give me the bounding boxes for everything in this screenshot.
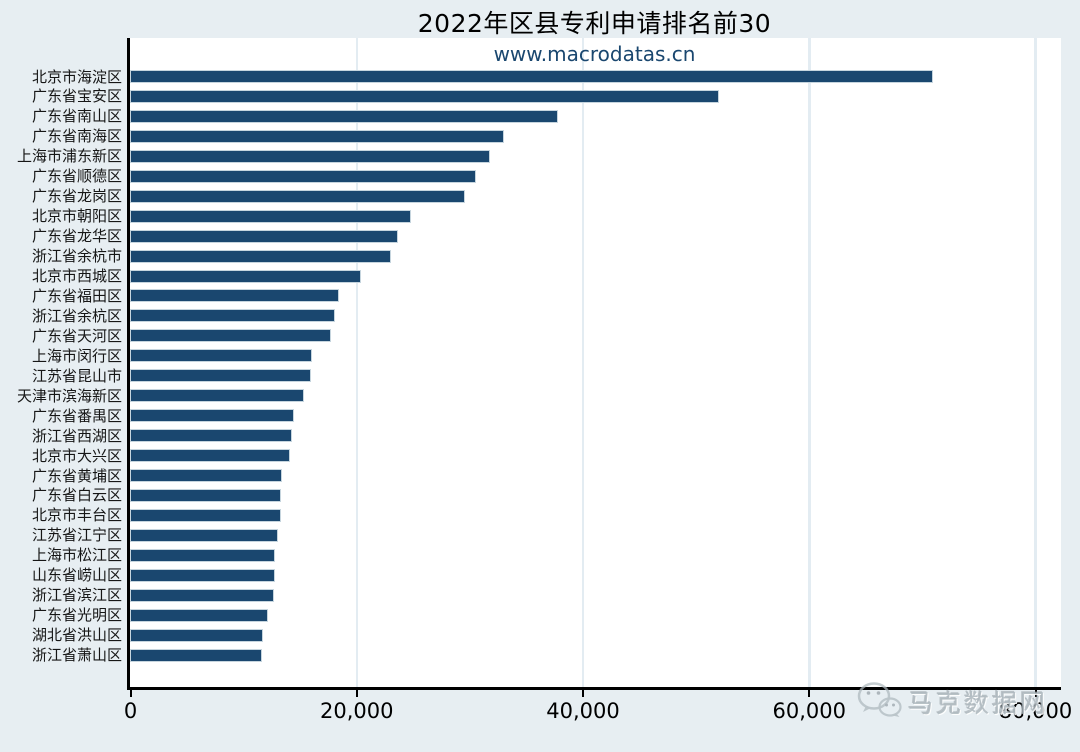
bar [130, 269, 361, 283]
category-label: 浙江省余杭市 [31, 247, 122, 266]
bar [130, 488, 282, 502]
bar [130, 229, 399, 243]
wechat-icon [856, 681, 902, 723]
bar [130, 70, 934, 83]
bar [130, 89, 720, 103]
bar [130, 249, 392, 263]
gridline [581, 38, 585, 688]
category-label: 北京市丰台区 [31, 506, 122, 525]
bar [130, 309, 335, 323]
gridline [808, 38, 811, 688]
category-label: 广东省白云区 [31, 486, 122, 505]
bar [130, 449, 291, 463]
plot-area [128, 38, 1061, 688]
category-label: 浙江省余杭区 [31, 306, 122, 325]
gridline [355, 38, 358, 688]
category-label: 浙江省萧山区 [31, 646, 122, 665]
bar [130, 469, 282, 482]
x-tick-label: 60,000 [772, 699, 846, 723]
bar [130, 409, 295, 423]
category-label: 上海市浦东新区 [16, 147, 122, 166]
bar [130, 169, 477, 183]
category-label: 广东省黄埔区 [31, 466, 122, 485]
bar [130, 149, 490, 163]
category-label: 天津市滨海新区 [16, 386, 122, 405]
category-label: 广东省番禺区 [31, 406, 122, 425]
category-label: 广东省龙岗区 [31, 187, 122, 206]
category-label: 上海市松江区 [31, 546, 122, 565]
category-label: 北京市海淀区 [31, 67, 122, 86]
category-label: 上海市闵行区 [31, 346, 122, 365]
x-tick-mark [355, 689, 358, 697]
category-label: 广东省宝安区 [31, 87, 122, 106]
x-tick-label: 0 [123, 699, 138, 723]
bar [130, 109, 558, 123]
category-label: 湖北省洪山区 [31, 626, 122, 645]
category-label: 广东省福田区 [31, 286, 122, 305]
x-tick-mark [808, 689, 811, 697]
chart-title: 2022年区县专利申请排名前30 [417, 9, 772, 38]
y-axis-line [127, 38, 130, 689]
source-url-subtitle: www.macrodatas.cn [493, 42, 696, 66]
bar [130, 429, 292, 443]
bar [130, 528, 278, 542]
bar [130, 329, 332, 343]
bar [130, 508, 281, 522]
category-label: 江苏省昆山市 [31, 366, 122, 385]
bar [130, 369, 311, 383]
bar [130, 588, 274, 602]
category-label: 广东省光明区 [31, 606, 122, 625]
x-tick-label: 80,000 [998, 699, 1073, 723]
x-tick-mark [1034, 689, 1037, 697]
gridline [1034, 38, 1037, 688]
bar [130, 548, 276, 562]
category-label: 浙江省西湖区 [31, 426, 122, 445]
x-tick-label: 40,000 [546, 699, 620, 723]
category-label: 北京市朝阳区 [31, 207, 122, 226]
watermark: 马克数据网 [856, 681, 1048, 723]
category-label: 北京市西城区 [31, 267, 122, 285]
x-tick-label: 20,000 [320, 699, 394, 723]
category-label: 山东省崂山区 [31, 566, 122, 585]
bar [130, 608, 269, 622]
category-label: 浙江省滨江区 [31, 586, 122, 605]
x-tick-mark [129, 689, 132, 697]
watermark-text: 马克数据网 [908, 689, 1049, 718]
x-tick-mark [582, 689, 584, 697]
category-label: 广东省顺德区 [31, 167, 122, 186]
category-label: 广东省天河区 [31, 326, 122, 345]
category-label: 广东省南山区 [31, 107, 122, 126]
x-axis-line [127, 687, 1061, 690]
bar [130, 648, 263, 662]
bar [130, 209, 411, 223]
category-label: 广东省南海区 [31, 127, 122, 146]
category-label: 北京市大兴区 [31, 446, 122, 465]
category-label: 江苏省江宁区 [31, 526, 122, 545]
bar [130, 389, 305, 403]
bar [130, 349, 313, 363]
bar [130, 129, 505, 143]
bar [130, 289, 340, 303]
category-label: 广东省龙华区 [31, 227, 122, 246]
bar [130, 628, 264, 642]
bar [130, 189, 465, 203]
bar [130, 568, 275, 582]
